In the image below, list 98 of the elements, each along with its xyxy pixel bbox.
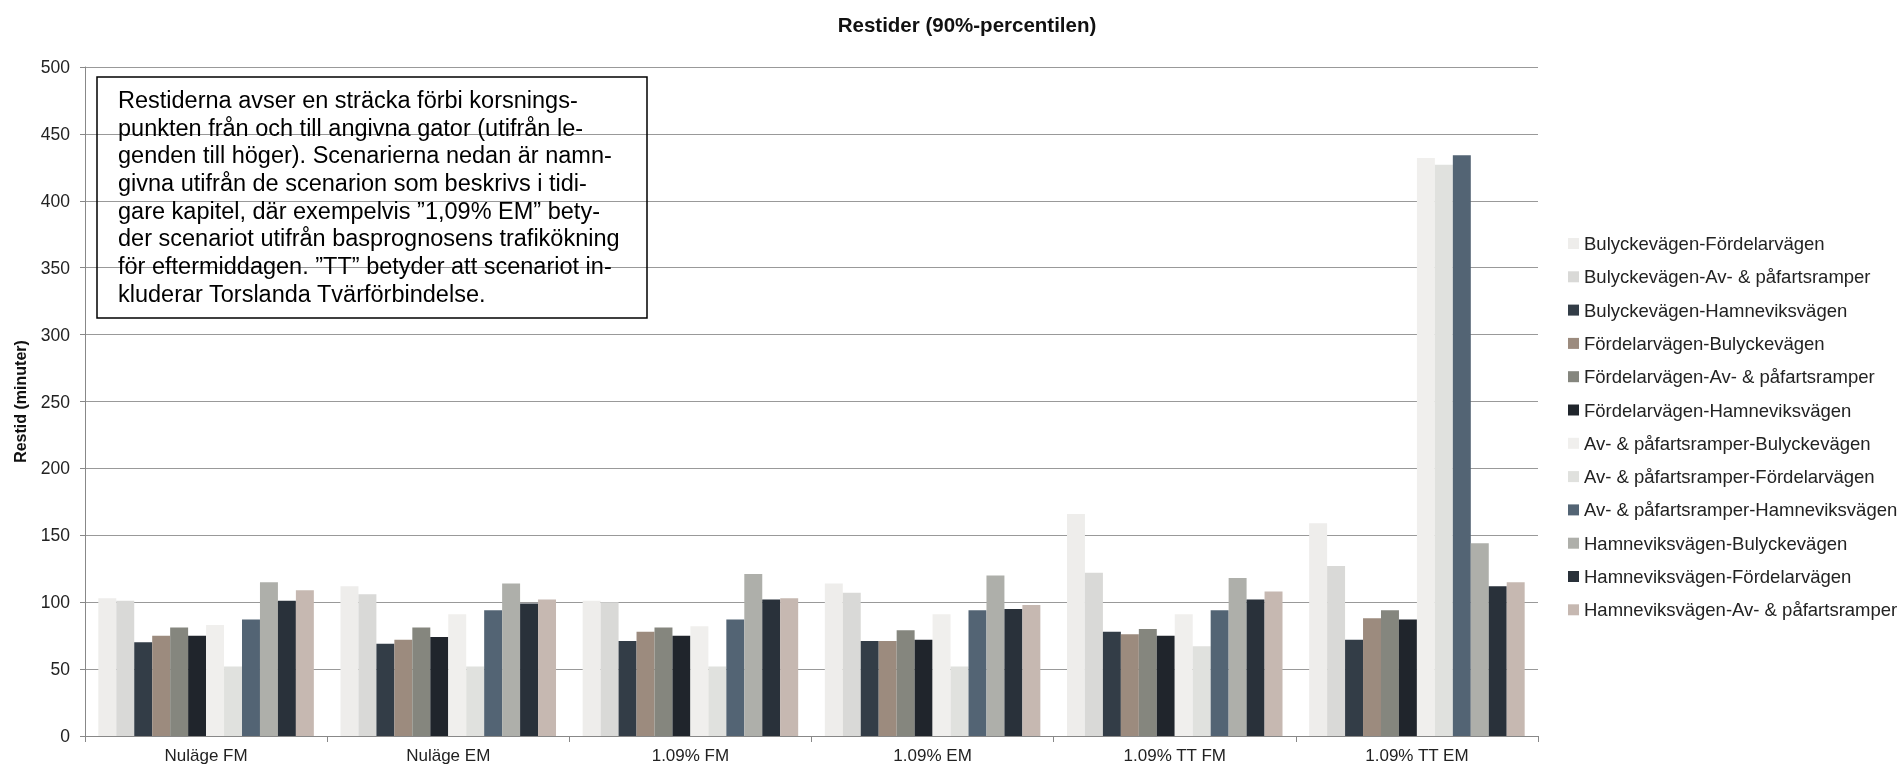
bar <box>1398 619 1417 736</box>
bar <box>878 641 897 736</box>
bar <box>780 598 799 736</box>
y-tick-label: 50 <box>50 659 71 680</box>
bar <box>1156 635 1175 736</box>
bar <box>914 639 933 736</box>
bar <box>259 582 278 736</box>
y-tick-label: 200 <box>40 458 71 479</box>
bar <box>448 614 467 736</box>
legend-label: Fördelarvägen-Hamneviksvägen <box>1584 399 1852 421</box>
y-tick-label: 400 <box>40 190 71 211</box>
bar <box>1120 634 1139 736</box>
x-tick-label: Nuläge FM <box>164 746 248 765</box>
bar <box>1363 618 1381 736</box>
bar <box>708 666 727 736</box>
bar <box>1174 614 1193 736</box>
bar <box>1192 646 1211 736</box>
legend-label: Av- & påfartsramper-Bulyckevägen <box>1584 432 1871 454</box>
bar <box>394 639 413 736</box>
bar <box>134 642 153 736</box>
bar <box>484 610 503 736</box>
legend-label: Hamneviksvägen-Av- & påfartsramper <box>1584 599 1898 621</box>
bar <box>672 635 691 736</box>
y-tick-label: 150 <box>40 525 71 546</box>
legend-label: Av- & påfartsramper-Fördelarvägen <box>1584 466 1875 488</box>
bar <box>376 643 395 736</box>
legend-label: Hamneviksvägen-Fördelarvägen <box>1584 566 1852 587</box>
bar <box>1416 157 1435 736</box>
bar <box>726 619 745 736</box>
bar <box>242 619 260 736</box>
bar <box>224 666 242 736</box>
bar <box>986 575 1005 736</box>
bar <box>502 583 521 736</box>
bar <box>842 592 861 736</box>
bar <box>1022 604 1041 736</box>
legend-label: Bulyckevägen-Av- & påfartsramper <box>1584 266 1871 288</box>
bar <box>744 574 763 736</box>
bar <box>1246 599 1265 736</box>
y-tick-label: 500 <box>40 57 71 77</box>
bar <box>1434 164 1453 736</box>
bar <box>860 641 879 736</box>
bar <box>340 586 359 736</box>
bar <box>600 602 619 736</box>
bar <box>358 594 377 736</box>
bar <box>295 590 314 736</box>
bar <box>968 610 987 736</box>
x-tick-label: 1.09% EM <box>893 746 972 765</box>
bar <box>1327 566 1346 736</box>
bar <box>1488 586 1507 736</box>
bar <box>1066 513 1085 736</box>
bar <box>538 599 557 736</box>
bar <box>582 600 601 736</box>
y-tick-label: 100 <box>40 592 71 613</box>
bar <box>1210 610 1229 736</box>
bar <box>932 614 951 736</box>
bar <box>1470 543 1489 736</box>
x-tick-label: 1.09% TT FM <box>1123 746 1226 765</box>
bar <box>1309 523 1328 736</box>
y-tick-label: 0 <box>60 726 71 746</box>
y-tick-label: 450 <box>40 123 71 144</box>
bar <box>1452 155 1471 736</box>
bar <box>206 624 225 736</box>
chart-title: Restider (90%-percentilen) <box>837 13 1097 36</box>
legend-label: Hamneviksvägen-Bulyckevägen <box>1584 532 1848 554</box>
bar <box>277 600 296 736</box>
legend-label: Av- & påfartsramper-Hamneviksvägen <box>1584 499 1898 521</box>
bar <box>1084 572 1103 736</box>
bar <box>520 603 539 736</box>
bar <box>188 635 207 736</box>
annotation: Restiderna avser en sträcka förbi korsnings- punkten från och till angivna gator (utifrån le- genden till höger). Scenarierna nedan är namn- givna utifrån de scenarion som beskrivs i tidi- gare kapitel, där exempelvis ”1,09% EM” bety- der scenariot utifrån basprognosens trafikökning för eftermiddagen. ”TT” betyder att scenariot in- kluderar Torslanda Tvärförbindelse. <box>118 86 620 307</box>
bar <box>824 583 843 736</box>
x-tick-label: 1.09% TT EM <box>1365 746 1469 765</box>
bar <box>950 666 969 736</box>
bar <box>762 599 781 736</box>
legend-label: Fördelarvägen-Bulyckevägen <box>1584 332 1825 354</box>
bar <box>1228 578 1247 736</box>
x-tick-label: Nuläge EM <box>406 746 491 765</box>
bar <box>690 626 709 736</box>
bar <box>618 641 637 736</box>
x-tick-label: 1.09% FM <box>651 746 730 765</box>
y-tick-label: 300 <box>40 324 71 345</box>
legend-label: Fördelarvägen-Av- & påfartsramper <box>1584 366 1875 388</box>
bar <box>466 666 485 736</box>
legend-label: Bulyckevägen-Hamneviksvägen <box>1584 299 1848 321</box>
bar <box>636 631 655 736</box>
y-tick-label: 250 <box>40 391 71 412</box>
bar <box>152 635 171 736</box>
bar <box>98 598 117 736</box>
y-axis-title: Restid (minuter) <box>11 340 29 463</box>
bar <box>1264 591 1283 736</box>
bar <box>1506 582 1525 736</box>
bar <box>116 600 135 736</box>
bar <box>1004 608 1023 736</box>
bar <box>1102 631 1121 736</box>
legend-label: Bulyckevägen-Fördelarvägen <box>1584 233 1825 254</box>
y-tick-label: 350 <box>40 257 71 278</box>
bar <box>1345 639 1364 736</box>
bar <box>430 636 449 736</box>
